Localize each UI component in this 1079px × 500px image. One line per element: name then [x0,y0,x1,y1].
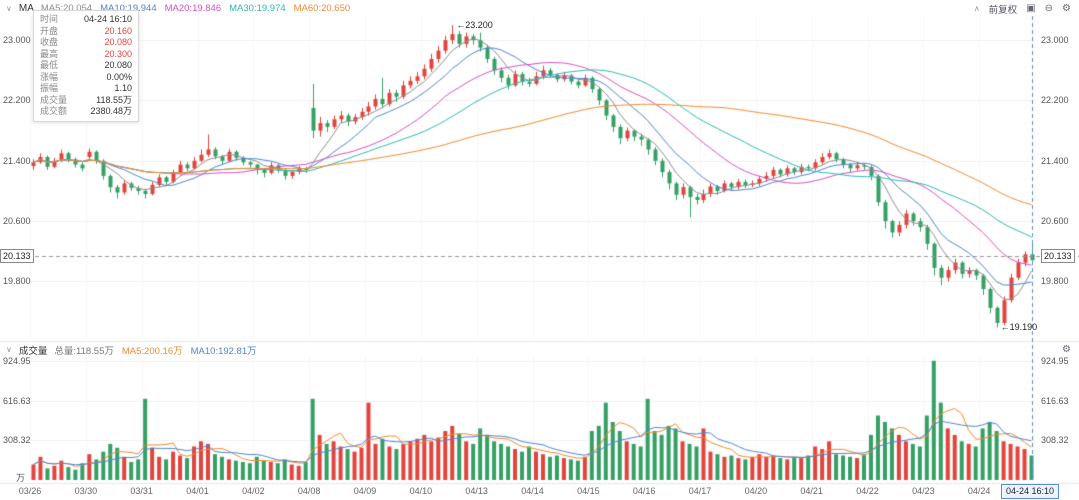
minimize-icon[interactable]: ⊖ [1044,2,1054,14]
volume-title[interactable]: 成交量 [18,345,48,357]
current-price-tag-right: 20.133 [1041,249,1075,263]
adjust-mode-button[interactable]: 前复权 [988,4,1018,16]
tooltip-value: 20.080 [104,37,132,47]
tooltip-label: 振幅 [40,83,59,93]
tooltip-label: 成交量 [40,94,68,105]
ma-legend-item: MA5:20.054 [40,3,93,14]
tooltip-row: 开盘 20.160 [40,26,132,38]
tooltip-value: 20.080 [104,60,132,70]
tooltip-label: 收盘 [40,37,59,47]
volume-header: ∨ 成交量 总量:118.55万 MA5:200.16万 MA10:192.81万 … [0,343,1079,357]
tooltip-label: 开盘 [40,25,59,36]
header-right-tools: ∧ 前复权 ▣ ⊖ ⚙ [974,2,1071,16]
ohlc-tooltip: 时间 04-24 16:10 开盘 20.160 收盘 20.080 最高 20.300 最低 2… [33,10,139,122]
main-chart-header: ∨ MA MA5:20.054 MA10:19.944 MA20:19.846 MA3… [0,0,1079,16]
ma-legend-item: MA10:19.944 [100,3,157,14]
tooltip-value: 20.160 [104,25,132,36]
chevron-down-icon[interactable]: ∨ [6,3,12,13]
crosshair-time-tag: 04-24 16:10 [1001,484,1060,499]
tooltip-value: 2380.48万 [90,106,132,116]
tooltip-label: 成交额 [40,106,68,116]
tooltip-row: 涨幅 0.00% [40,72,132,84]
indicator-label[interactable]: MA [18,3,34,14]
volume-legend-item: MA10:192.81万 [190,345,257,357]
tooltip-value: 1.10 [114,83,132,93]
tooltip-row: 时间 04-24 16:10 [40,14,132,26]
tooltip-row: 成交额 2380.48万 [40,106,132,118]
tooltip-label: 最低 [40,60,59,70]
ma-legend: MA5:20.054 MA10:19.944 MA20:19.846 MA30:19.… [41,3,358,14]
tooltip-row: 收盘 20.080 [40,37,132,49]
volume-legend-item: MA5:200.16万 [121,345,183,357]
tooltip-value: 20.300 [104,48,132,59]
tooltip-label: 时间 [40,14,59,24]
tooltip-row: 成交量 118.55万 [40,95,132,107]
chevron-up-icon[interactable]: ∧ [973,3,980,13]
tooltip-row: 最低 20.080 [40,60,132,72]
tooltip-value: 118.55万 [96,94,132,105]
ma-legend-item: MA60:20.650 [293,3,351,14]
tooltip-value: 04-24 16:10 [83,14,132,24]
tooltip-row: 最高 20.300 [40,49,132,61]
ma-legend-item: MA20:19.846 [164,3,222,14]
current-price-tag-left: 20.133 [0,249,34,263]
volume-legend-item: 总量:118.55万 [54,345,114,357]
tooltip-value: 0.00% [106,71,132,82]
tooltip-label: 最高 [40,48,59,59]
volume-legend: 总量:118.55万 MA5:200.16万 MA10:192.81万 [54,343,264,357]
panel-layout-icon[interactable]: ▣ [1026,2,1036,14]
tooltip-label: 涨幅 [40,71,59,82]
settings-icon[interactable]: ⚙ [1062,2,1071,14]
volume-unit-label: 万 [16,473,26,483]
chevron-down-icon[interactable]: ∨ [6,344,12,354]
ma-legend-item: MA30:19.974 [229,3,286,14]
volume-settings-icon[interactable]: ⚙ [1062,343,1071,355]
tooltip-row: 振幅 1.10 [40,83,132,95]
